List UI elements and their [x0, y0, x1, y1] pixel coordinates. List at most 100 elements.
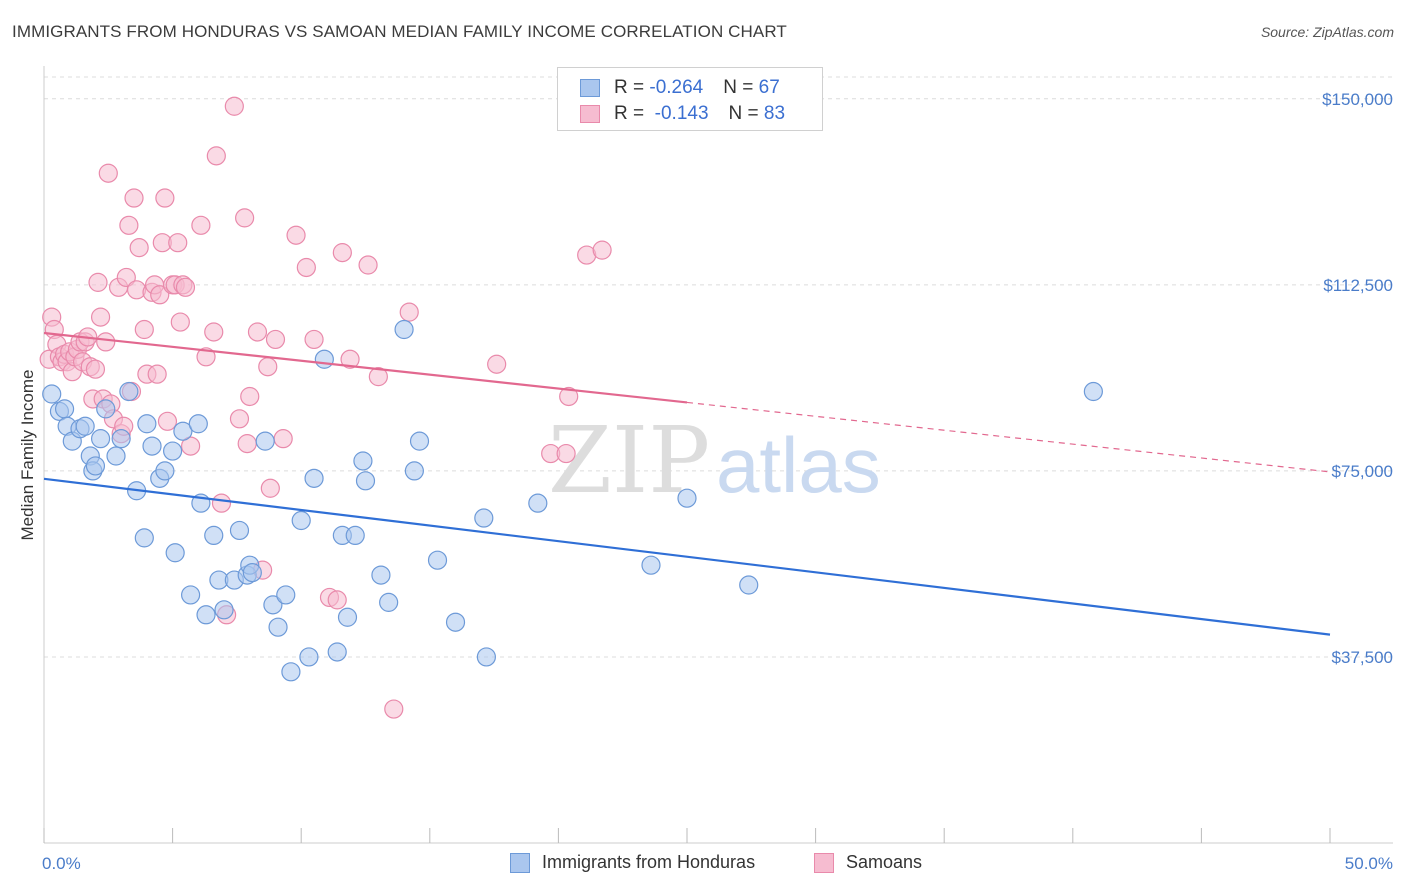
honduras-point [427, 550, 448, 570]
honduras-point [111, 429, 131, 449]
samoan-point [237, 434, 257, 454]
honduras-point [379, 592, 399, 612]
samoan-point [196, 347, 216, 367]
honduras-point [299, 647, 319, 667]
honduras-point [476, 647, 496, 667]
samoan-point [206, 146, 226, 166]
watermark-atlas: atlas [716, 421, 881, 509]
honduras-point [242, 563, 262, 583]
y-tick-label: $75,000 [1332, 462, 1393, 481]
honduras-point [1083, 381, 1103, 402]
samoan-point [96, 332, 116, 352]
honduras-point [155, 461, 175, 481]
y-tick-label: $112,500 [1323, 276, 1393, 295]
samoan-point [384, 699, 404, 719]
samoan-point [124, 188, 144, 208]
samoan-trend-line [43, 331, 688, 404]
samoan-n-label: N = [728, 103, 764, 124]
samoan-point [204, 322, 224, 342]
samoan-point [157, 411, 178, 431]
samoan-point [368, 367, 388, 387]
samoan-point [134, 319, 154, 340]
honduras-point [528, 493, 548, 513]
honduras-point [255, 431, 275, 451]
samoan-point [119, 215, 139, 235]
source-label: Source: ZipAtlas.com [1260, 24, 1394, 40]
samoan-point [265, 329, 286, 350]
bottom-legend-honduras: Immigrants from Honduras [510, 852, 755, 873]
honduras-point [404, 461, 424, 481]
bottom-legend-samoan: Samoans [814, 852, 922, 873]
tick-labels: $37,500 $75,000 $112,500 $150,000 0.0% 50.0% [42, 90, 1393, 873]
honduras-points [42, 319, 1103, 682]
bottom-samoan-label: Samoans [846, 852, 923, 872]
samoan-point [273, 429, 293, 449]
samoan-point [170, 312, 190, 332]
honduras-point [181, 585, 201, 605]
honduras-point [173, 421, 193, 441]
honduras-point [263, 595, 283, 615]
y-axis-label: Median Family Income [18, 369, 37, 540]
samoan-point [129, 238, 149, 258]
samoan-point [88, 272, 108, 292]
samoan-r-label: R = [614, 103, 650, 124]
legend-row-honduras: R = -0.264 N = 67 [580, 76, 780, 100]
bottom-samoan-swatch [814, 852, 834, 873]
y-tick-label: $37,500 [1332, 648, 1393, 667]
samoan-point [116, 267, 136, 288]
honduras-point [337, 607, 358, 627]
chart-title: IMMIGRANTS FROM HONDURAS VS SAMOAN MEDIA… [12, 22, 787, 41]
samoan-point [358, 255, 378, 275]
honduras-point [119, 381, 139, 402]
honduras-point [54, 399, 75, 419]
honduras-point [229, 520, 250, 541]
honduras-point [163, 441, 183, 461]
samoan-point [399, 302, 419, 322]
samoan-trend-line-extension [686, 401, 1331, 473]
samoan-point [150, 285, 170, 305]
honduras-point [409, 431, 430, 451]
honduras-point [641, 555, 661, 575]
honduras-swatch [580, 79, 600, 97]
honduras-point [188, 414, 208, 434]
honduras-point [134, 528, 154, 548]
bottom-honduras-swatch [510, 852, 530, 873]
honduras-point [90, 429, 111, 449]
samoan-point [235, 208, 255, 228]
honduras-point [345, 525, 365, 546]
honduras-point [276, 585, 296, 605]
samoan-n-value: 83 [763, 103, 786, 124]
honduras-point [75, 416, 95, 436]
samoan-point [90, 307, 111, 327]
samoan-point [304, 329, 324, 350]
trend-lines [43, 331, 1331, 636]
honduras-point [355, 471, 376, 491]
honduras-point [96, 399, 116, 419]
honduras-trend-line [43, 477, 1331, 636]
axes [43, 66, 1393, 844]
samoan-point [229, 409, 250, 429]
honduras-point [677, 488, 697, 508]
samoan-point [327, 590, 347, 610]
samoan-point [556, 443, 576, 464]
honduras-point [165, 543, 185, 563]
samoan-point [181, 436, 201, 456]
honduras-point [291, 510, 311, 531]
honduras-point [137, 414, 157, 434]
x-tick-label-end: 50.0% [1345, 854, 1393, 873]
watermark: ZIP atlas [548, 407, 881, 514]
honduras-point [371, 565, 391, 585]
honduras-point [42, 384, 62, 404]
samoan-point [247, 322, 268, 342]
honduras-point [739, 575, 759, 595]
samoan-point [260, 478, 280, 498]
honduras-r-value: -0.264 [649, 77, 704, 98]
honduras-point [281, 662, 301, 682]
honduras-point [85, 456, 106, 476]
samoan-point [155, 188, 175, 208]
samoan-points [39, 96, 612, 719]
samoan-point [224, 96, 244, 116]
bottom-honduras-label: Immigrants from Honduras [542, 852, 756, 872]
samoan-point [191, 215, 211, 235]
